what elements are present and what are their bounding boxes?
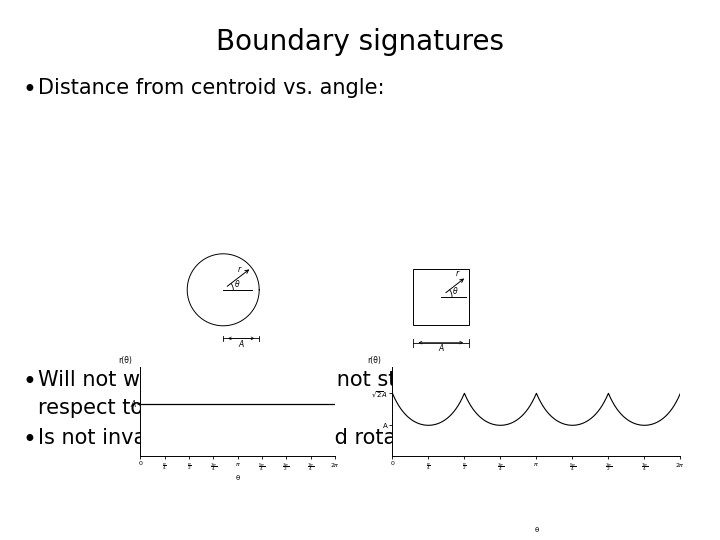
Text: r: r bbox=[456, 269, 459, 279]
Text: •: • bbox=[22, 78, 36, 102]
Text: θ: θ bbox=[235, 475, 240, 481]
Text: Will not work if the region is not star-shaped with: Will not work if the region is not star-… bbox=[38, 370, 551, 390]
Text: A: A bbox=[238, 340, 244, 349]
Text: respect to the centroid.: respect to the centroid. bbox=[38, 398, 283, 418]
Text: θ: θ bbox=[235, 280, 240, 289]
Text: θ: θ bbox=[534, 527, 539, 533]
Text: θ: θ bbox=[453, 287, 458, 296]
Text: Distance from centroid vs. angle:: Distance from centroid vs. angle: bbox=[38, 78, 384, 98]
Text: Boundary signatures: Boundary signatures bbox=[216, 28, 504, 56]
Text: A: A bbox=[438, 344, 444, 353]
Text: Is not invariant to scaling and rotation: Is not invariant to scaling and rotation bbox=[38, 428, 436, 448]
Text: r: r bbox=[238, 265, 240, 274]
Text: r(θ): r(θ) bbox=[119, 355, 132, 364]
Text: •: • bbox=[22, 428, 36, 452]
Text: r(θ): r(θ) bbox=[367, 356, 381, 365]
Text: •: • bbox=[22, 370, 36, 394]
